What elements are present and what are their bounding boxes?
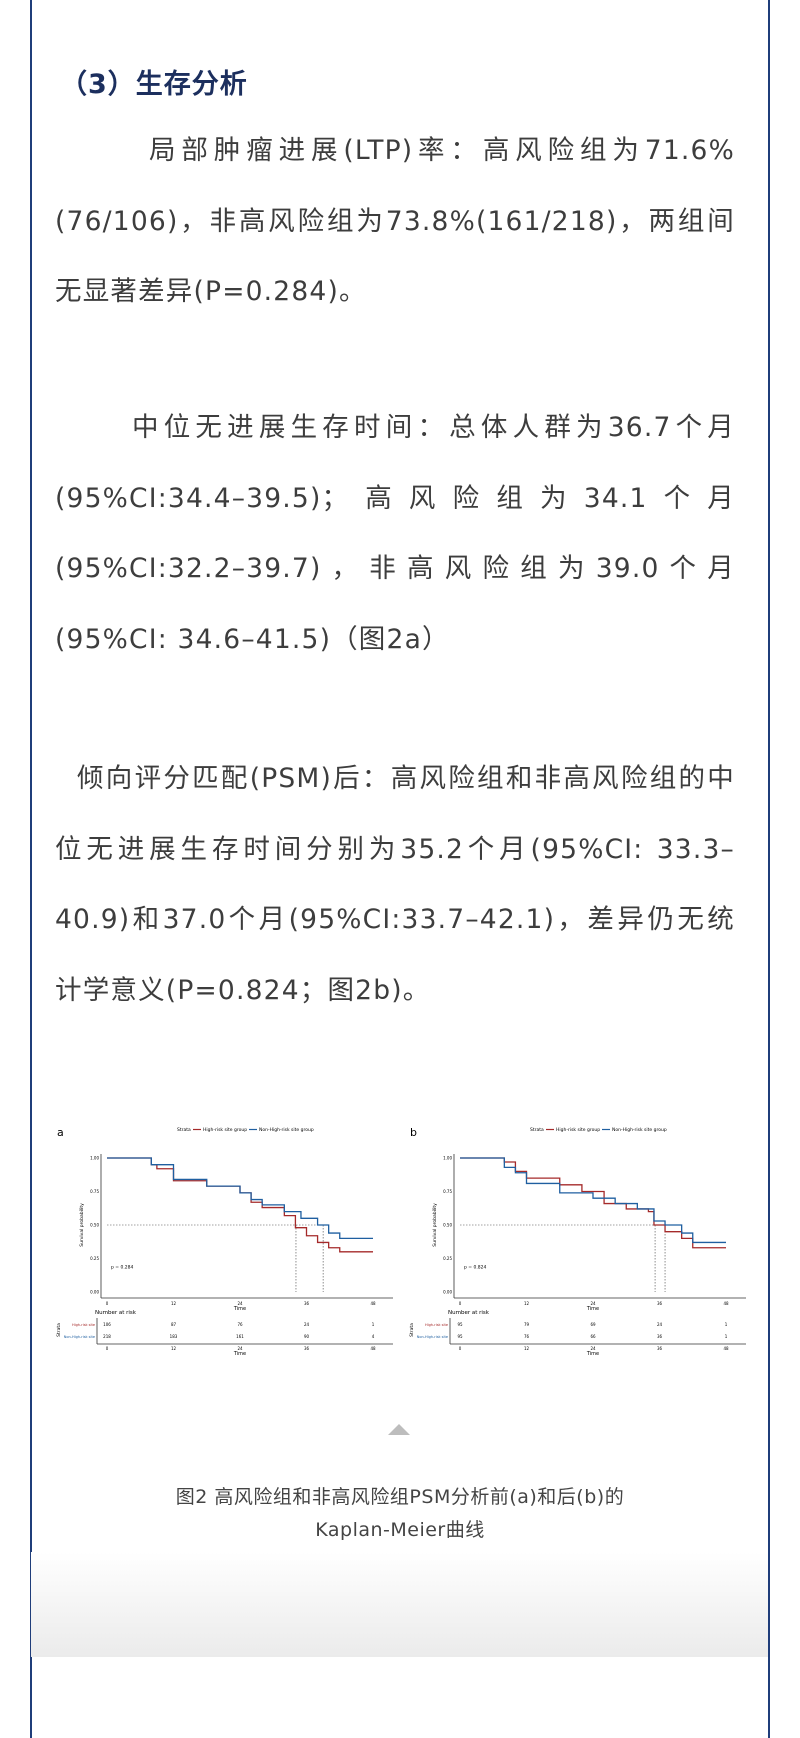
- risk-table-value: 183: [170, 1334, 178, 1339]
- risk-table-value: 36: [657, 1334, 663, 1339]
- legend-title: Strata: [177, 1127, 191, 1133]
- y-tick-label: 0.00: [90, 1290, 99, 1295]
- risk-table-value: 76: [524, 1334, 530, 1339]
- risk-table-value: 1: [372, 1322, 375, 1327]
- y-tick-label: 0.25: [90, 1256, 99, 1261]
- risk-table-value: 87: [171, 1322, 177, 1327]
- triangle-up-icon[interactable]: [388, 1424, 410, 1435]
- risk-table-x-label: Time: [586, 1351, 599, 1357]
- paragraph-median-pfs: 中位无进展生存时间：总体人群为36.7个月(95%CI:34.4–39.5)；高…: [55, 412, 735, 655]
- paragraph-psm: 倾向评分匹配(PSM)后：高风险组和非高风险组的中位无进展生存时间分别为35.2…: [55, 763, 735, 1006]
- y-tick-label: 0.50: [443, 1223, 452, 1228]
- y-axis-label: Survival probability: [79, 1203, 85, 1247]
- panel-label: b: [410, 1126, 417, 1139]
- y-tick-label: 0.75: [443, 1189, 452, 1194]
- risk-table-value: 66: [590, 1334, 596, 1339]
- risk-table-value: 106: [103, 1322, 111, 1327]
- risk-table-x-label: Time: [233, 1351, 246, 1357]
- risk-table-value: 1: [725, 1322, 728, 1327]
- x-tick-label: 24: [237, 1301, 243, 1306]
- risk-table-row-label: Non-High-risk site: [64, 1335, 95, 1339]
- risk-table-x-tick: 36: [657, 1346, 663, 1351]
- risk-table-value: 69: [590, 1322, 596, 1327]
- x-tick-label: 12: [524, 1301, 530, 1306]
- p-value-label: p = 0.284: [111, 1265, 134, 1271]
- survival-curve-non-high-risk: [107, 1157, 373, 1240]
- right-frame-border: [768, 0, 770, 1738]
- caption-line-1: 图2 高风险组和非高风险组PSM分析前(a)和后(b)的: [175, 1486, 625, 1508]
- km-chart-a: a Strata High-risk site group Non-High-risk…: [55, 1122, 395, 1370]
- survival-curve-high-risk: [460, 1157, 726, 1249]
- survival-curve-high-risk: [107, 1157, 373, 1253]
- risk-table-value: 1: [725, 1334, 728, 1339]
- risk-table-value: 24: [657, 1322, 663, 1327]
- y-tick-label: 0.50: [90, 1223, 99, 1228]
- y-tick-label: 1.00: [443, 1156, 452, 1161]
- y-tick-label: 1.00: [90, 1156, 99, 1161]
- y-tick-label: 0.00: [443, 1290, 452, 1295]
- risk-table-x-tick: 0: [106, 1346, 109, 1351]
- risk-table-row-label: Non-High-risk site: [417, 1335, 448, 1339]
- x-tick-label: 0: [106, 1301, 109, 1306]
- risk-table-x-tick: 48: [723, 1346, 729, 1351]
- legend-entry: Non-High-risk site group: [259, 1127, 314, 1133]
- risk-table-x-tick: 12: [171, 1346, 177, 1351]
- y-axis-label: Survival probability: [432, 1203, 438, 1247]
- risk-table-value: 95: [457, 1322, 463, 1327]
- panel-label: a: [57, 1126, 64, 1139]
- x-axis-label: Time: [586, 1306, 599, 1312]
- risk-table-title: Number at risk: [95, 1310, 137, 1316]
- risk-table-title: Number at risk: [448, 1310, 490, 1316]
- paragraph-ltp-rate: 局部肿瘤进展(LTP)率：高风险组为71.6%(76/106)，非高风险组为73…: [55, 135, 735, 307]
- risk-table-value: 161: [236, 1334, 244, 1339]
- risk-table-strata-label: Strata: [409, 1323, 415, 1337]
- risk-table-x-tick: 48: [370, 1346, 376, 1351]
- legend-entry: High-risk site group: [203, 1127, 247, 1133]
- risk-table-x-tick: 12: [524, 1346, 530, 1351]
- risk-table-value: 218: [103, 1334, 111, 1339]
- risk-table-value: 95: [457, 1334, 463, 1339]
- km-chart-b-svg: b Strata High-risk site group Non-High-risk…: [409, 1126, 746, 1357]
- x-tick-label: 12: [171, 1301, 177, 1306]
- risk-table-x-tick: 36: [304, 1346, 310, 1351]
- x-tick-label: 0: [459, 1301, 462, 1306]
- risk-table-value: 4: [372, 1334, 375, 1339]
- section-heading: （3）生存分析: [60, 69, 248, 100]
- km-chart-b: b Strata High-risk site group Non-High-risk…: [408, 1122, 748, 1370]
- risk-table-value: 76: [237, 1322, 243, 1327]
- legend-title: Strata: [530, 1127, 544, 1133]
- risk-table-value: 90: [304, 1334, 310, 1339]
- risk-table-x-tick: 0: [459, 1346, 462, 1351]
- x-tick-label: 48: [723, 1301, 729, 1306]
- x-axis-label: Time: [233, 1306, 246, 1312]
- survival-curve-non-high-risk: [460, 1157, 726, 1244]
- km-chart-a-svg: a Strata High-risk site group Non-High-risk…: [56, 1126, 393, 1357]
- risk-table-x-tick: 24: [590, 1346, 596, 1351]
- x-tick-label: 36: [304, 1301, 310, 1306]
- risk-table-strata-label: Strata: [56, 1323, 62, 1337]
- y-tick-label: 0.25: [443, 1256, 452, 1261]
- p-value-label: p = 0.824: [464, 1265, 487, 1271]
- x-tick-label: 36: [657, 1301, 663, 1306]
- left-frame-border: [30, 0, 32, 1738]
- risk-table-row-label: High-risk site: [425, 1323, 448, 1327]
- x-tick-label: 24: [590, 1301, 596, 1306]
- figure-caption: 图2 高风险组和非高风险组PSM分析前(a)和后(b)的 Kaplan-Meie…: [40, 1481, 760, 1547]
- y-tick-label: 0.75: [90, 1189, 99, 1194]
- fade-overlay: [31, 1552, 768, 1657]
- risk-table-x-tick: 24: [237, 1346, 243, 1351]
- x-tick-label: 48: [370, 1301, 376, 1306]
- risk-table-value: 79: [524, 1322, 530, 1327]
- legend-entry: High-risk site group: [556, 1127, 600, 1133]
- risk-table-row-label: High-risk site: [72, 1323, 95, 1327]
- legend-entry: Non-High-risk site group: [612, 1127, 667, 1133]
- caption-line-2: Kaplan-Meier曲线: [315, 1519, 485, 1541]
- risk-table-value: 24: [304, 1322, 310, 1327]
